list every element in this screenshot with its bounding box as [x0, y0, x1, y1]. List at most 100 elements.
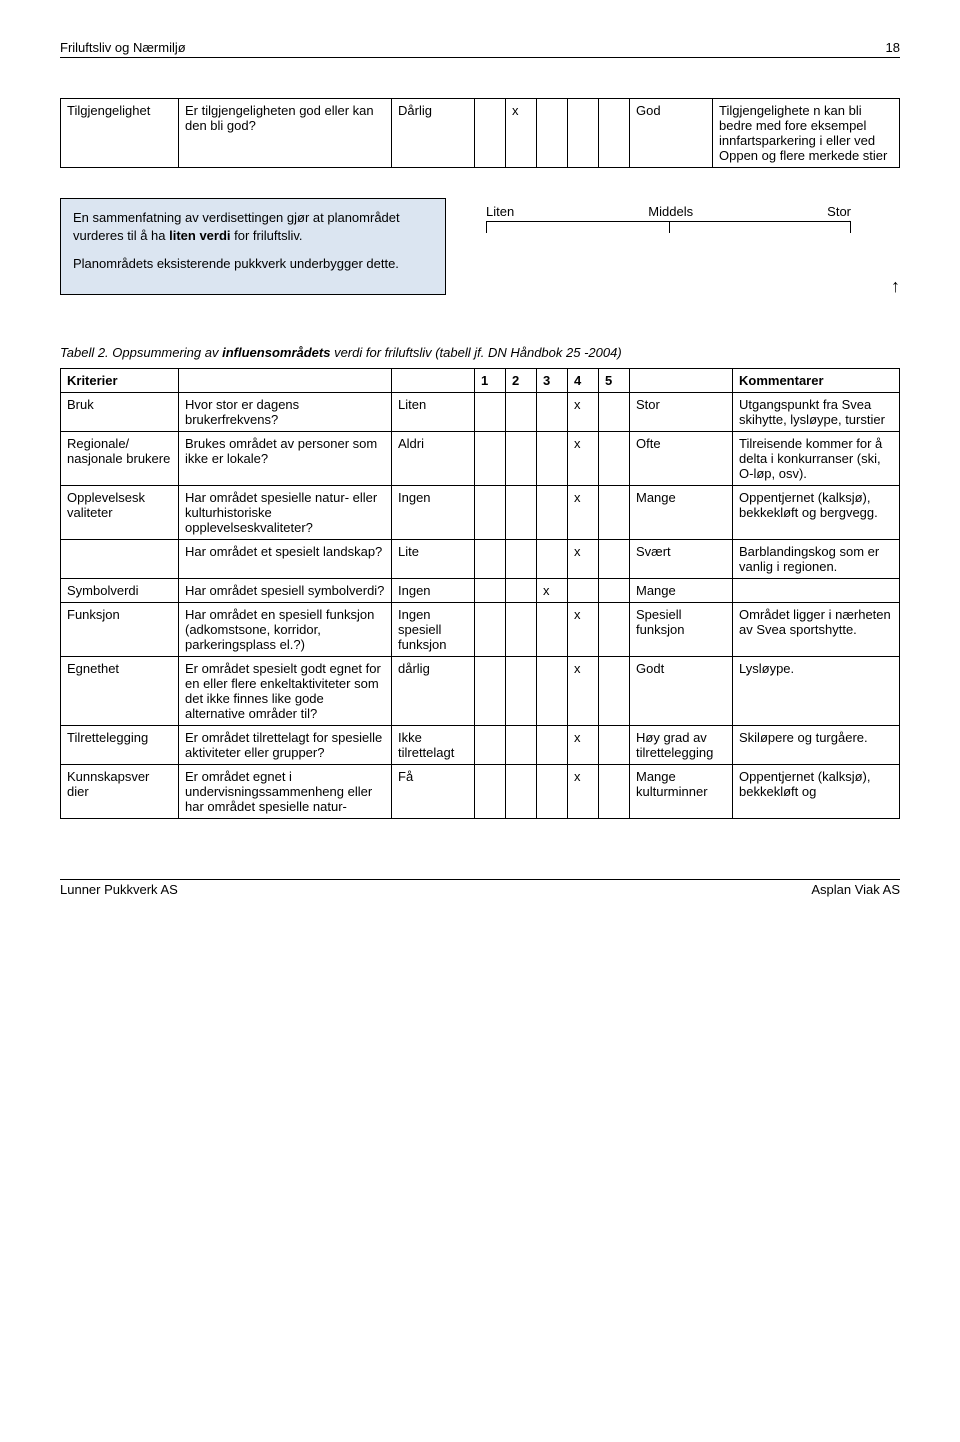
cell-low: Få: [392, 764, 475, 818]
cell-comment: Oppentjernet (kalksjø), bekkekløft og: [733, 764, 900, 818]
cell-question: Er området tilrettelagt for spesielle ak…: [179, 725, 392, 764]
cell-comment: Tilreisende kommer for å delta i konkurr…: [733, 431, 900, 485]
cell-mark: [537, 725, 568, 764]
th-blank1: [179, 368, 392, 392]
scale-dot: .: [848, 214, 851, 225]
cell-mark: [506, 725, 537, 764]
cell-mark: [475, 656, 506, 725]
cell-mark: [537, 764, 568, 818]
cell-mark: [599, 764, 630, 818]
cell-mark: [599, 431, 630, 485]
cell-mark: [506, 764, 537, 818]
cell-mark: [475, 602, 506, 656]
cell-4: [568, 99, 599, 168]
cell-mark: x: [568, 602, 599, 656]
cell-high: Godt: [630, 656, 733, 725]
th-blank3: [630, 368, 733, 392]
cell-mark: [506, 539, 537, 578]
cell-question: Brukes området av personer som ikke er l…: [179, 431, 392, 485]
summary-p1: En sammenfatning av verdisettingen gjør …: [73, 209, 433, 245]
cell-mark: [475, 392, 506, 431]
cell-mark: x: [568, 656, 599, 725]
table-row: Kunnskapsver dierEr området egnet i unde…: [61, 764, 900, 818]
cell-mark: [599, 392, 630, 431]
cell-mark: [568, 578, 599, 602]
cell-criterion: Symbolverdi: [61, 578, 179, 602]
table-row: FunksjonHar området en spesiell funksjon…: [61, 602, 900, 656]
cell-high: Mange: [630, 485, 733, 539]
cell-mark: [506, 656, 537, 725]
table-row: SymbolverdiHar området spesiell symbolve…: [61, 578, 900, 602]
cell-comment: Barblandingskog som er vanlig i regionen…: [733, 539, 900, 578]
footer-right: Asplan Viak AS: [811, 882, 900, 897]
cell-criterion: Kunnskapsver dier: [61, 764, 179, 818]
cell-question: Har området et spesielt landskap?: [179, 539, 392, 578]
cell-comment: Skiløpere og turgåere.: [733, 725, 900, 764]
cell-high: Stor: [630, 392, 733, 431]
cell-mark: [599, 725, 630, 764]
cell-mark: [506, 392, 537, 431]
up-arrow-icon: ↑: [891, 277, 900, 295]
table-row: EgnethetEr området spesielt godt egnet f…: [61, 656, 900, 725]
cell-mark: [506, 431, 537, 485]
cell-mark: [506, 602, 537, 656]
cell-question: Har området spesielle natur- eller kultu…: [179, 485, 392, 539]
page-header: Friluftsliv og Nærmiljø 18: [60, 40, 900, 58]
cell-2: x: [506, 99, 537, 168]
cell-low: dårlig: [392, 656, 475, 725]
cell-comment: Utgangspunkt fra Svea skihytte, lysløype…: [733, 392, 900, 431]
table-row: Opplevelsesk valiteterHar området spesie…: [61, 485, 900, 539]
th-1: 1: [475, 368, 506, 392]
value-scale: Liten Middels Stor .: [486, 198, 851, 236]
cell-criterion: Funksjon: [61, 602, 179, 656]
summary-row: En sammenfatning av verdisettingen gjør …: [60, 198, 900, 295]
cell-mark: [475, 539, 506, 578]
cell-criterion: Opplevelsesk valiteter: [61, 485, 179, 539]
table-row: Regionale/ nasjonale brukereBrukes områd…: [61, 431, 900, 485]
cell-high: Høy grad av tilrettelegging: [630, 725, 733, 764]
cell-low: Ingen: [392, 485, 475, 539]
scale-labels: Liten Middels Stor: [486, 204, 851, 219]
cell-mark: [475, 764, 506, 818]
cell-3: [537, 99, 568, 168]
cell-mark: [506, 578, 537, 602]
cell-criterion: Tilrettelegging: [61, 725, 179, 764]
cell-5: [599, 99, 630, 168]
table-caption: Tabell 2. Oppsummering av influensområde…: [60, 345, 900, 360]
cell-mark: [599, 602, 630, 656]
th-comments: Kommentarer: [733, 368, 900, 392]
scale-mid: Middels: [648, 204, 693, 219]
cell-comment: [733, 578, 900, 602]
cell-mark: [599, 485, 630, 539]
footer-left: Lunner Pukkverk AS: [60, 882, 178, 897]
cell-question: Har området en spesiell funksjon (adkoms…: [179, 602, 392, 656]
cell-comment: Tilgjengelighete n kan bli bedre med for…: [713, 99, 900, 168]
cell-mark: [537, 656, 568, 725]
th-5: 5: [599, 368, 630, 392]
cell-mark: [506, 485, 537, 539]
cell-comment: Området ligger i nærheten av Svea sports…: [733, 602, 900, 656]
cell-mark: [475, 725, 506, 764]
th-4: 4: [568, 368, 599, 392]
cell-mark: [537, 539, 568, 578]
cell-mark: [537, 485, 568, 539]
cell-mark: [537, 602, 568, 656]
table-header-row: Kriterier 1 2 3 4 5 Kommentarer: [61, 368, 900, 392]
table-2: Kriterier 1 2 3 4 5 Kommentarer BrukHvor…: [60, 368, 900, 819]
cell-high: God: [630, 99, 713, 168]
cell-mark: [599, 656, 630, 725]
cell-mark: [475, 578, 506, 602]
summary-p2: Planområdets eksisterende pukkverk under…: [73, 255, 433, 273]
header-right: 18: [886, 40, 900, 55]
cell-low: Ingen: [392, 578, 475, 602]
cell-comment: Oppentjernet (kalksjø), bekkekløft og be…: [733, 485, 900, 539]
cell-comment: Lysløype.: [733, 656, 900, 725]
scale-line: [486, 221, 851, 236]
cell-high: Svært: [630, 539, 733, 578]
table-1: Tilgjengelighet Er tilgjengeligheten god…: [60, 98, 900, 168]
cell-question: Er området spesielt godt egnet for en el…: [179, 656, 392, 725]
cell-high: Mange kulturminner: [630, 764, 733, 818]
cell-mark: [475, 431, 506, 485]
cell-mark: x: [537, 578, 568, 602]
table-row: Tilgjengelighet Er tilgjengeligheten god…: [61, 99, 900, 168]
